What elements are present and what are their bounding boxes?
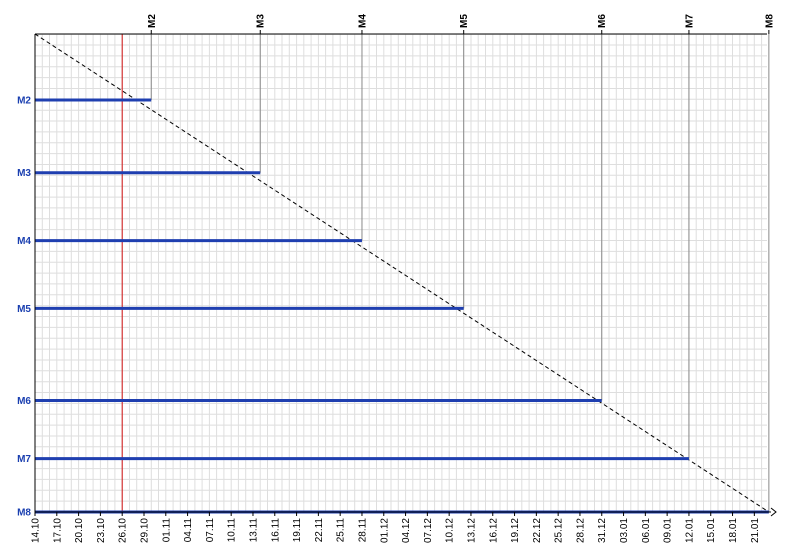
x-tick-label: 25.12 [554, 518, 565, 543]
x-tick-label: 19.11 [292, 518, 303, 543]
milestone-guides [34, 33, 770, 513]
x-tick-label: 28.12 [575, 518, 586, 543]
x-tick-label: 19.12 [510, 518, 521, 543]
milestone-label-m7: M7 [17, 454, 31, 465]
x-tick-label: 07.11 [205, 518, 216, 543]
milestone-label-m2: M2 [17, 96, 31, 107]
x-tick-label: 26.10 [118, 518, 129, 543]
x-tick-label: 14.10 [31, 518, 42, 543]
x-tick-label: 25.11 [336, 518, 347, 543]
milestone-top-label-m5: M5 [459, 14, 470, 28]
x-tick-label: 09.01 [663, 518, 674, 543]
axes [34, 30, 777, 517]
x-tick-label: 04.12 [401, 518, 412, 543]
x-tick-label: 17.10 [52, 518, 63, 543]
x-tick-label: 13.11 [248, 518, 259, 543]
milestone-label-m8: M8 [17, 508, 31, 519]
milestone-label-m3: M3 [17, 168, 31, 179]
x-axis-arrow-icon [770, 507, 777, 517]
x-tick-label: 18.01 [728, 518, 739, 543]
x-tick-label: 04.11 [183, 518, 194, 543]
x-tick-label: 06.01 [641, 518, 652, 543]
x-tick-label: 13.12 [466, 518, 477, 543]
x-tick-label: 12.01 [684, 518, 695, 543]
diagonal-reference-line [34, 33, 770, 513]
x-tick-label: 22.11 [314, 518, 325, 543]
milestone-top-label-m4: M4 [357, 14, 368, 28]
x-tick-label: 01.11 [161, 518, 172, 543]
x-tick-label: 03.01 [619, 518, 630, 543]
grid [34, 33, 767, 513]
milestone-top-label-m2: M2 [147, 14, 158, 28]
milestone-label-m5: M5 [17, 304, 31, 315]
milestone-top-label-m8: M8 [764, 14, 775, 28]
x-tick-label: 07.12 [423, 518, 434, 543]
x-tick-label: 16.11 [270, 518, 281, 543]
x-tick-label: 10.11 [227, 518, 238, 543]
x-tick-label: 10.12 [445, 518, 456, 543]
x-tick-label: 15.01 [706, 518, 717, 543]
milestone-top-label-m6: M6 [597, 14, 608, 28]
x-tick-label: 21.01 [750, 518, 761, 543]
x-tick-label: 01.12 [379, 518, 390, 543]
milestone-top-label-m7: M7 [684, 14, 695, 28]
milestone-top-label-m3: M3 [256, 14, 267, 28]
milestone-label-m4: M4 [17, 236, 31, 247]
x-tick-label: 23.10 [96, 518, 107, 543]
x-tick-label: 20.10 [74, 518, 85, 543]
x-tick-label: 28.11 [357, 518, 368, 543]
x-tick-label: 31.12 [597, 518, 608, 543]
x-tick-label: 29.10 [139, 518, 150, 543]
milestone-label-m6: M6 [17, 396, 31, 407]
x-tick-label: 22.12 [532, 518, 543, 543]
x-tick-label: 16.12 [488, 518, 499, 543]
